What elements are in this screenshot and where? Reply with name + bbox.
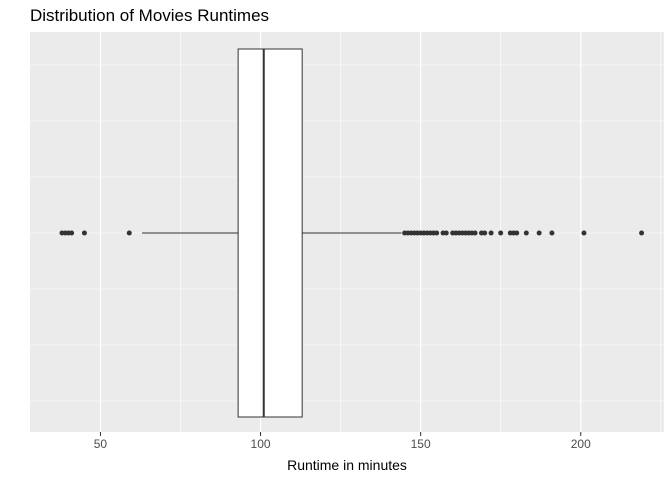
outlier-point (488, 230, 494, 236)
outlier-point (472, 230, 478, 236)
iqr-box (237, 48, 303, 418)
outlier-points (59, 230, 645, 236)
outlier-point (498, 230, 504, 236)
outlier-point (523, 230, 529, 236)
x-axis-label: Runtime in minutes (287, 457, 407, 473)
x-axis: 50 100 150 200 (94, 432, 591, 451)
outlier-point (69, 230, 75, 236)
chart-title: Distribution of Movies Runtimes (30, 6, 270, 25)
outlier-point (549, 230, 555, 236)
boxplot (142, 48, 402, 418)
x-tick-label: 150 (411, 437, 431, 451)
outlier-point (482, 230, 488, 236)
x-tick-label: 50 (94, 437, 108, 451)
outlier-point (126, 230, 132, 236)
outlier-point (434, 230, 440, 236)
outlier-point (81, 230, 87, 236)
outlier-point (536, 230, 542, 236)
x-tick-label: 200 (571, 437, 591, 451)
outlier-point (639, 230, 645, 236)
plot-panel (30, 32, 664, 432)
x-tick-label: 100 (251, 437, 271, 451)
outlier-point (443, 230, 449, 236)
outlier-point (581, 230, 587, 236)
outlier-point (514, 230, 520, 236)
